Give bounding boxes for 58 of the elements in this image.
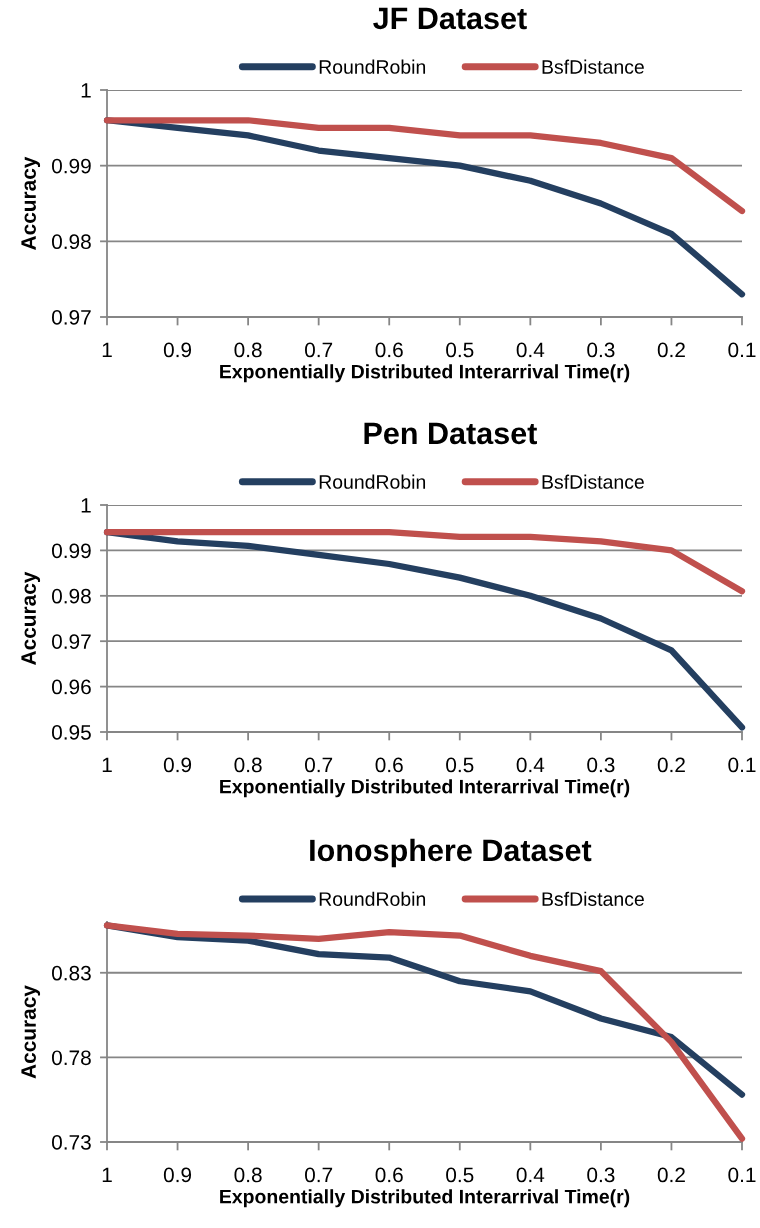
x-tick-label: 0.2 xyxy=(657,1167,685,1183)
y-tick-label: 0.99 xyxy=(51,543,91,559)
legend-label: RoundRobin xyxy=(319,474,426,489)
y-axis-title: Accuracy xyxy=(21,156,41,250)
x-tick-label: 0.2 xyxy=(657,757,685,773)
x-tick-label: 0.1 xyxy=(728,1167,756,1183)
x-tick-label: 0.8 xyxy=(234,757,262,773)
x-tick-label: 0.2 xyxy=(657,342,685,358)
x-tick-label: 0.9 xyxy=(163,342,192,358)
y-axis-title: Accuracy xyxy=(21,985,41,1079)
chart-title: Pen Dataset xyxy=(364,422,537,445)
chart-title: Ionosphere Dataset xyxy=(310,838,592,868)
legend-label: BsfDistance xyxy=(542,474,644,489)
y-tick-label: 0.78 xyxy=(51,1050,91,1066)
y-tick-label: 1 xyxy=(81,498,91,513)
x-tick-label: 0.9 xyxy=(163,1167,192,1183)
x-tick-label: 0.6 xyxy=(375,757,403,773)
x-tick-label: 0.4 xyxy=(516,757,545,773)
y-tick-label: 0.99 xyxy=(51,158,91,174)
x-tick-label: 0.1 xyxy=(728,342,756,358)
x-tick-label: 0.3 xyxy=(587,342,615,358)
legend-label: RoundRobin xyxy=(319,891,426,906)
x-tick-label: 1 xyxy=(102,757,112,773)
x-tick-label: 0.7 xyxy=(305,1167,333,1183)
y-tick-label: 0.73 xyxy=(51,1135,91,1150)
x-tick-label: 0.6 xyxy=(375,1167,403,1183)
x-tick-label: 0.7 xyxy=(305,757,333,773)
y-tick-label: 0.98 xyxy=(51,588,91,604)
x-tick-label: 0.5 xyxy=(446,757,474,773)
x-tick-label: 0.4 xyxy=(516,342,545,358)
x-tick-label: 0.3 xyxy=(587,1167,615,1183)
x-axis-title: Exponentially Distributed Interarrival Time(r) xyxy=(220,779,630,798)
x-tick-label: 0.6 xyxy=(375,342,403,358)
x-tick-label: 0.1 xyxy=(728,757,756,773)
y-tick-label: 0.97 xyxy=(51,310,91,325)
y-tick-label: 0.98 xyxy=(51,234,91,250)
y-tick-label: 0.97 xyxy=(51,634,91,649)
y-tick-label: 1 xyxy=(81,83,91,98)
y-axis-title: Accuracy xyxy=(21,571,41,665)
chart-title: JF Dataset xyxy=(373,7,527,30)
x-tick-label: 0.5 xyxy=(446,342,474,358)
x-tick-label: 0.9 xyxy=(163,757,192,773)
x-axis-title: Exponentially Distributed Interarrival Time(r) xyxy=(220,364,630,383)
y-tick-label: 0.95 xyxy=(51,725,91,740)
x-tick-label: 0.8 xyxy=(234,1167,262,1183)
x-tick-label: 0.8 xyxy=(234,342,262,358)
legend-label: RoundRobin xyxy=(319,59,426,74)
legend-label: BsfDistance xyxy=(542,59,644,74)
x-tick-label: 0.4 xyxy=(516,1167,545,1183)
x-tick-label: 0.5 xyxy=(446,1167,474,1183)
x-axis-title: Exponentially Distributed Interarrival Time(r) xyxy=(220,1189,630,1208)
legend-label: BsfDistance xyxy=(542,891,644,906)
y-tick-label: 0.96 xyxy=(51,679,91,695)
x-tick-label: 1 xyxy=(102,342,112,358)
x-tick-label: 0.3 xyxy=(587,757,615,773)
y-tick-label: 0.83 xyxy=(51,965,91,981)
x-tick-label: 1 xyxy=(102,1167,112,1183)
x-tick-label: 0.7 xyxy=(305,342,333,358)
